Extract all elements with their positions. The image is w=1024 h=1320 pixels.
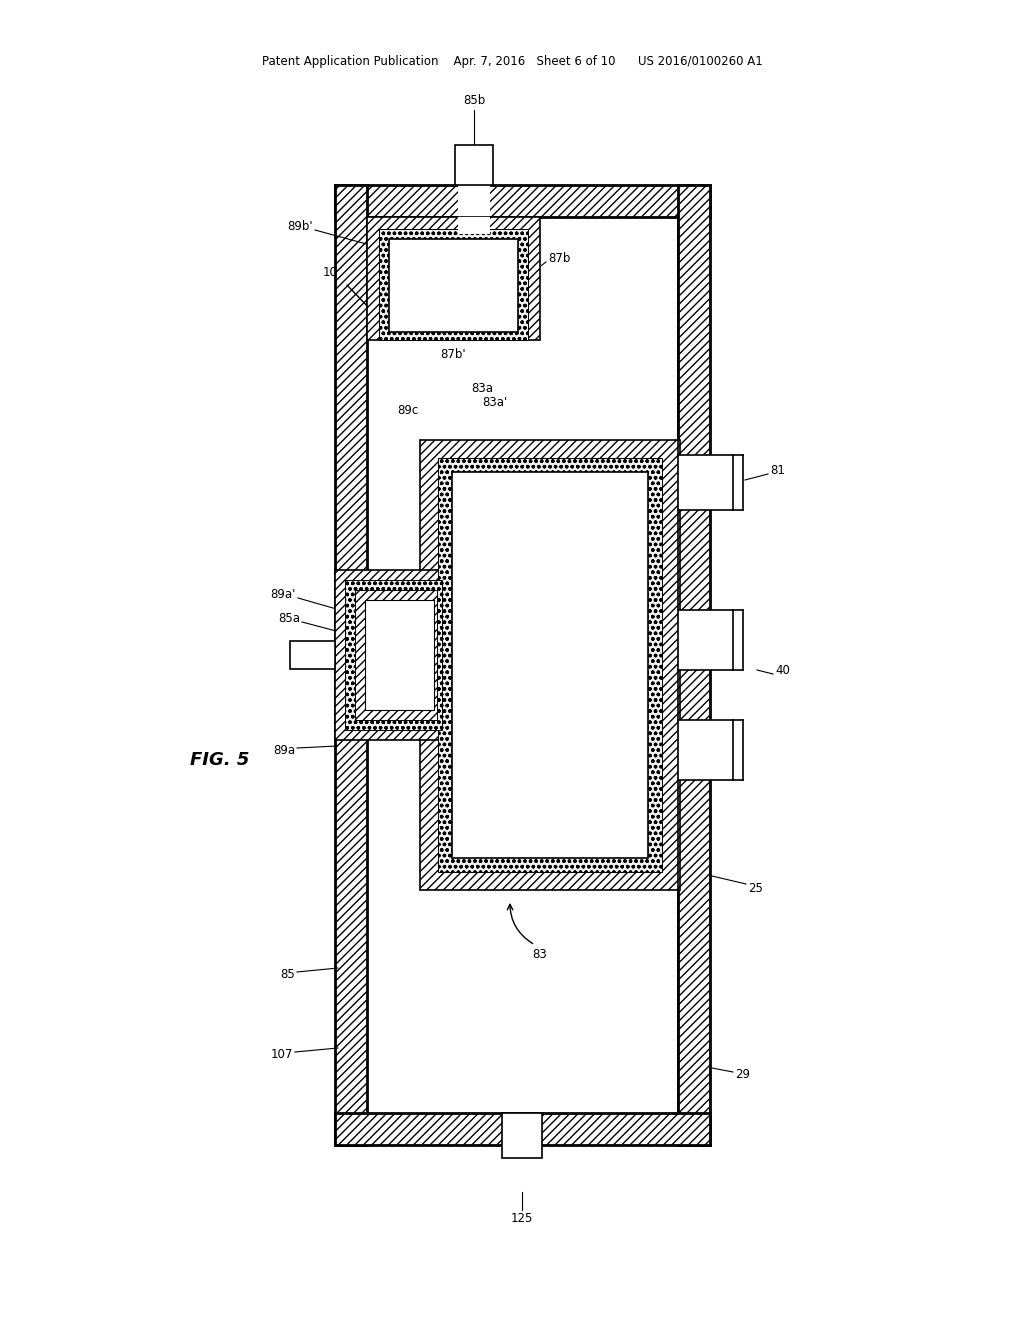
Text: 85: 85 xyxy=(281,969,295,982)
Text: Patent Application Publication    Apr. 7, 2016   Sheet 6 of 10      US 2016/0100: Patent Application Publication Apr. 7, 2… xyxy=(261,55,763,69)
Bar xyxy=(335,1113,710,1144)
Text: 87b': 87b' xyxy=(440,348,466,362)
Text: 89c: 89c xyxy=(397,404,419,417)
Text: 87a: 87a xyxy=(356,591,378,605)
Bar xyxy=(367,216,678,1113)
Text: 87b: 87b xyxy=(548,252,570,264)
Bar xyxy=(335,185,367,1144)
Bar xyxy=(452,473,648,858)
Bar xyxy=(365,601,434,710)
Text: 81: 81 xyxy=(770,463,784,477)
Text: 29: 29 xyxy=(735,1068,750,1081)
Bar xyxy=(420,440,680,890)
Text: 89a: 89a xyxy=(272,743,295,756)
Text: 40: 40 xyxy=(775,664,790,676)
Bar xyxy=(678,610,710,671)
Text: 83a: 83a xyxy=(471,381,493,395)
Bar xyxy=(367,216,540,341)
Bar xyxy=(678,610,733,671)
Bar xyxy=(458,185,490,216)
Bar xyxy=(438,458,662,873)
Text: 85a: 85a xyxy=(278,611,300,624)
Text: 83: 83 xyxy=(532,949,548,961)
Bar xyxy=(335,570,442,741)
Bar xyxy=(379,228,528,341)
Bar xyxy=(335,185,710,216)
Bar xyxy=(678,719,733,780)
Bar xyxy=(455,185,493,216)
Text: 10: 10 xyxy=(323,265,338,279)
Bar xyxy=(455,145,493,185)
Text: FIG. 5: FIG. 5 xyxy=(190,751,250,770)
Bar xyxy=(345,579,442,730)
Bar xyxy=(389,239,518,333)
Bar xyxy=(678,185,710,1144)
Bar xyxy=(502,1113,542,1158)
Bar xyxy=(678,455,733,510)
Bar xyxy=(678,719,710,780)
Text: 85b: 85b xyxy=(463,94,485,107)
Bar xyxy=(458,216,490,234)
Text: 87a': 87a' xyxy=(354,607,380,620)
Text: 89b': 89b' xyxy=(288,220,313,234)
Text: 25: 25 xyxy=(748,882,763,895)
Text: 89a': 89a' xyxy=(270,589,296,602)
Text: 89b: 89b xyxy=(403,318,426,331)
Bar xyxy=(678,455,710,510)
Text: 83a': 83a' xyxy=(482,396,508,409)
Text: 107: 107 xyxy=(270,1048,293,1061)
Bar xyxy=(355,590,437,719)
Text: 125: 125 xyxy=(511,1212,534,1225)
Bar xyxy=(290,642,335,669)
